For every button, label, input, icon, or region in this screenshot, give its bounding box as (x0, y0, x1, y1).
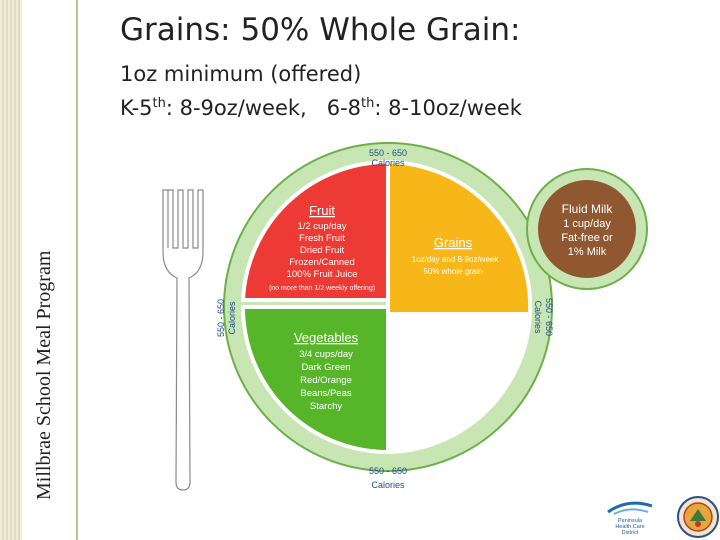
calories-right-label: Calories (533, 300, 543, 334)
svg-text:Peninsula: Peninsula (618, 518, 643, 524)
calories-bottom-label: Calories (371, 480, 405, 490)
milk-line: 1% Milk (568, 246, 607, 258)
vegetables-line: Dark Green (301, 362, 350, 373)
svg-text:Health Care: Health Care (615, 524, 644, 530)
protein-section (386, 312, 533, 455)
calories-top-label: Calories (371, 158, 405, 168)
fruit-line: 100% Fruit Juice (287, 269, 358, 280)
grains-line: 50% whole grain (423, 267, 482, 276)
fork-icon (162, 189, 204, 491)
milk-circle (538, 180, 636, 278)
fruit-line: Fresh Fruit (299, 233, 345, 244)
calories-left-value: 550 - 650 (216, 299, 226, 337)
fruit-line: Frozen/Canned (289, 257, 354, 268)
subtitle-weekly: K-5th: 8-9oz/week, 6-8th: 8-10oz/week (120, 96, 522, 120)
slide-title: Grains: 50% Whole Grain: (120, 12, 521, 48)
milk-title: Fluid Milk (562, 202, 614, 216)
svg-text:District: District (622, 530, 639, 536)
fruit-line: 1/2 cup/day (297, 221, 346, 232)
grains-section (386, 159, 533, 316)
fruit-line: Dried Fruit (300, 245, 345, 256)
calories-bottom-value: 550 - 650 (369, 466, 407, 476)
fruit-note: (no more than 1/2 weekly offering) (269, 285, 375, 292)
sidebar-divider (76, 0, 78, 540)
vegetables-line: Beans/Peas (300, 388, 351, 399)
calories-top-value: 550 - 650 (369, 148, 407, 158)
calories-left-label: Calories (227, 301, 237, 335)
decorative-stripe (0, 0, 22, 540)
vegetables-line: Red/Orange (300, 375, 352, 386)
milk-line: Fat-free or (561, 232, 613, 244)
grains-line: 1oz/day and 8-9oz/week (412, 255, 500, 264)
milk-line: 1 cup/day (563, 218, 611, 230)
district-seal-logo (677, 496, 719, 538)
fruit-title: Fruit (309, 203, 335, 218)
vegetables-line: 3/4 cups/day (299, 349, 353, 360)
grains-title: Grains (434, 235, 473, 250)
vegetables-title: Vegetables (294, 330, 359, 345)
calories-right-value: 550 - 650 (544, 298, 554, 336)
vegetables-line: Starchy (310, 401, 342, 412)
vegetables-section (240, 305, 390, 455)
fruit-section (240, 159, 390, 307)
subtitle-minimum: 1oz minimum (offered) (120, 62, 362, 86)
peninsula-logo: Peninsula Health Care District (607, 501, 653, 536)
